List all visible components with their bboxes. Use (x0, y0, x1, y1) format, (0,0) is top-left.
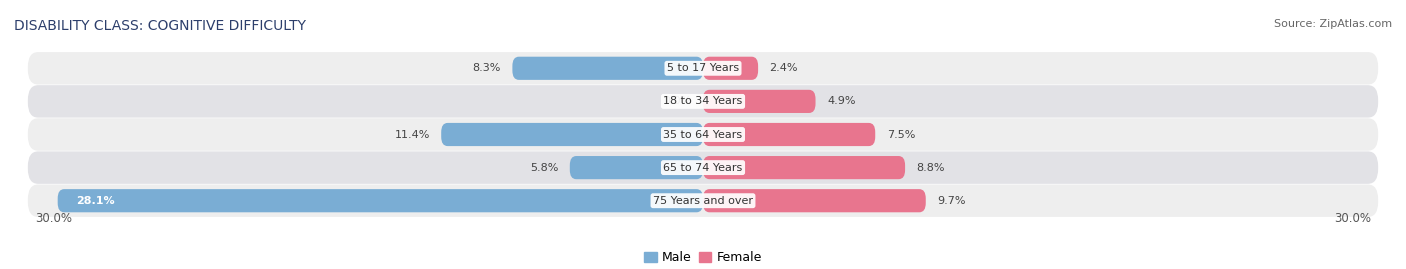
FancyBboxPatch shape (28, 118, 1378, 151)
FancyBboxPatch shape (512, 57, 703, 80)
FancyBboxPatch shape (703, 57, 758, 80)
Text: 5.8%: 5.8% (530, 162, 558, 173)
FancyBboxPatch shape (703, 156, 905, 179)
FancyBboxPatch shape (703, 189, 925, 212)
FancyBboxPatch shape (28, 85, 1378, 118)
FancyBboxPatch shape (28, 52, 1378, 84)
Text: 65 to 74 Years: 65 to 74 Years (664, 162, 742, 173)
Text: 35 to 64 Years: 35 to 64 Years (664, 129, 742, 140)
Text: DISABILITY CLASS: COGNITIVE DIFFICULTY: DISABILITY CLASS: COGNITIVE DIFFICULTY (14, 19, 307, 33)
FancyBboxPatch shape (569, 156, 703, 179)
Legend: Male, Female: Male, Female (640, 246, 766, 269)
Text: 7.5%: 7.5% (887, 129, 915, 140)
FancyBboxPatch shape (28, 151, 1378, 184)
Text: 4.9%: 4.9% (827, 96, 855, 107)
FancyBboxPatch shape (441, 123, 703, 146)
Text: 30.0%: 30.0% (35, 213, 72, 225)
Text: Source: ZipAtlas.com: Source: ZipAtlas.com (1274, 19, 1392, 29)
Text: 0.0%: 0.0% (664, 96, 692, 107)
Text: 11.4%: 11.4% (394, 129, 430, 140)
Text: 8.3%: 8.3% (472, 63, 501, 73)
FancyBboxPatch shape (703, 123, 875, 146)
Text: 8.8%: 8.8% (917, 162, 945, 173)
FancyBboxPatch shape (58, 189, 703, 212)
Text: 5 to 17 Years: 5 to 17 Years (666, 63, 740, 73)
Text: 2.4%: 2.4% (769, 63, 799, 73)
Text: 18 to 34 Years: 18 to 34 Years (664, 96, 742, 107)
FancyBboxPatch shape (703, 90, 815, 113)
Text: 75 Years and over: 75 Years and over (652, 196, 754, 206)
Text: 9.7%: 9.7% (938, 196, 966, 206)
Text: 28.1%: 28.1% (76, 196, 115, 206)
FancyBboxPatch shape (28, 185, 1378, 217)
Text: 30.0%: 30.0% (1334, 213, 1371, 225)
